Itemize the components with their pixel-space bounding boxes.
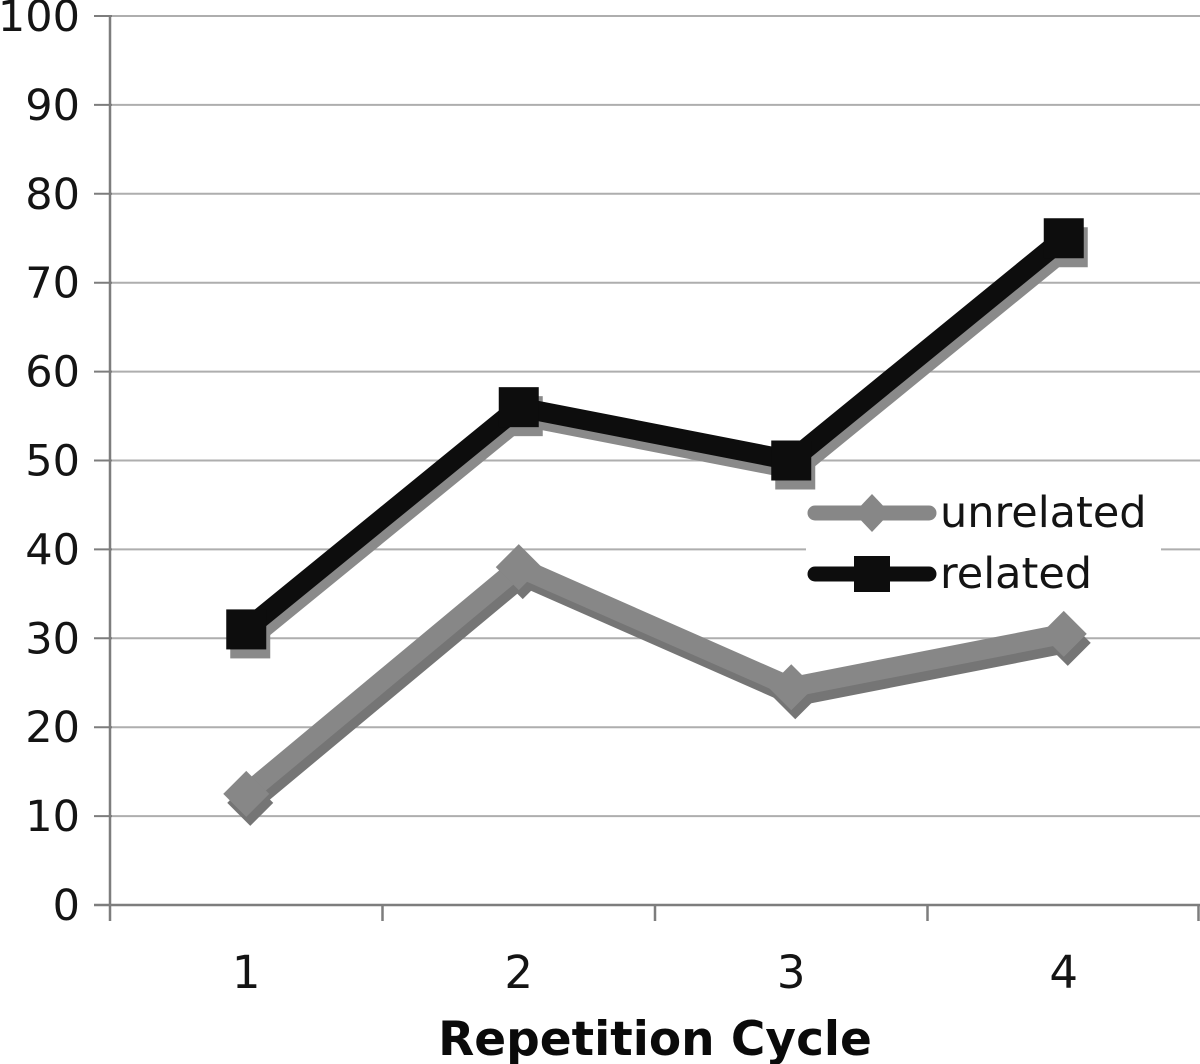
marker-related-2 — [498, 387, 539, 428]
x-tick-label-4: 4 — [1049, 946, 1078, 999]
legend-item-related: related — [806, 551, 1147, 597]
y-tick-label-60: 60 — [25, 348, 80, 398]
marker-unrelated-4 — [1040, 610, 1087, 657]
x-axis-title: Repetition Cycle — [438, 1012, 872, 1064]
y-tick-label-90: 90 — [25, 81, 80, 131]
y-tick-label-30: 30 — [25, 614, 80, 664]
marker-unrelated-2 — [495, 544, 542, 591]
marker-unrelated-3 — [768, 664, 815, 711]
y-tick-label-100: 100 — [0, 0, 80, 42]
legend-label-unrelated: unrelated — [940, 488, 1147, 538]
marker-unrelated-1 — [223, 770, 270, 817]
diamond-marker-icon — [854, 494, 890, 532]
y-tick-label-40: 40 — [25, 525, 80, 575]
square-marker-icon — [854, 556, 890, 592]
y-tick-label-20: 20 — [25, 703, 80, 753]
y-tick-label-0: 0 — [53, 881, 80, 931]
y-tick-label-10: 10 — [25, 792, 80, 842]
marker-related-1 — [226, 609, 267, 650]
x-tick-label-3: 3 — [777, 946, 806, 999]
marker-related-3 — [771, 440, 812, 481]
series-line-related — [239, 230, 1071, 638]
marker-related-4 — [1043, 218, 1084, 259]
legend-label-related: related — [940, 549, 1093, 599]
legend-item-unrelated: unrelated — [806, 490, 1147, 536]
legend: unrelated related — [806, 490, 1161, 599]
unrelated-line-sample-icon — [807, 494, 937, 532]
series-line-unrelated — [239, 555, 1066, 802]
y-tick-label-50: 50 — [25, 437, 80, 487]
x-tick-label-1: 1 — [232, 946, 261, 999]
y-tick-label-80: 80 — [25, 170, 80, 220]
y-tick-label-70: 70 — [25, 259, 80, 309]
x-tick-label-2: 2 — [504, 946, 533, 999]
related-line-sample-icon — [807, 556, 937, 592]
